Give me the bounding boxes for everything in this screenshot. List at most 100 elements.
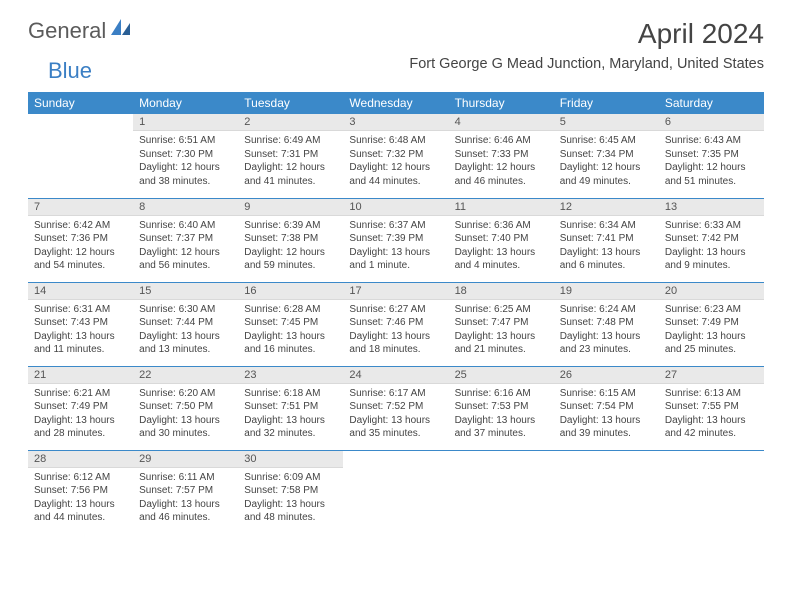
day-detail-line: Sunset: 7:46 PM: [349, 316, 442, 330]
day-detail-line: Sunset: 7:53 PM: [455, 400, 548, 414]
day-number: 30: [238, 451, 343, 468]
calendar-day-cell: 19Sunrise: 6:24 AMSunset: 7:48 PMDayligh…: [554, 282, 659, 366]
day-detail-line: and 35 minutes.: [349, 427, 442, 441]
day-detail-line: Sunset: 7:31 PM: [244, 148, 337, 162]
day-details: Sunrise: 6:24 AMSunset: 7:48 PMDaylight:…: [554, 300, 659, 361]
day-detail-line: Sunset: 7:57 PM: [139, 484, 232, 498]
day-detail-line: Sunrise: 6:39 AM: [244, 219, 337, 233]
day-detail-line: and 30 minutes.: [139, 427, 232, 441]
day-detail-line: Sunset: 7:36 PM: [34, 232, 127, 246]
day-detail-line: Sunset: 7:43 PM: [34, 316, 127, 330]
day-detail-line: Daylight: 12 hours: [560, 161, 653, 175]
day-detail-line: Sunrise: 6:31 AM: [34, 303, 127, 317]
day-detail-line: Daylight: 12 hours: [455, 161, 548, 175]
day-number: 9: [238, 199, 343, 216]
day-details: Sunrise: 6:25 AMSunset: 7:47 PMDaylight:…: [449, 300, 554, 361]
day-detail-line: Sunrise: 6:27 AM: [349, 303, 442, 317]
day-detail-line: Sunrise: 6:51 AM: [139, 134, 232, 148]
day-detail-line: Sunset: 7:50 PM: [139, 400, 232, 414]
calendar-day-cell: 9Sunrise: 6:39 AMSunset: 7:38 PMDaylight…: [238, 198, 343, 282]
day-detail-line: and 44 minutes.: [349, 175, 442, 189]
day-detail-line: Sunset: 7:55 PM: [665, 400, 758, 414]
day-detail-line: Sunrise: 6:12 AM: [34, 471, 127, 485]
calendar-day-cell: 7Sunrise: 6:42 AMSunset: 7:36 PMDaylight…: [28, 198, 133, 282]
day-number: 1: [133, 114, 238, 131]
day-detail-line: and 54 minutes.: [34, 259, 127, 273]
day-details: Sunrise: 6:13 AMSunset: 7:55 PMDaylight:…: [659, 384, 764, 445]
day-number: 25: [449, 367, 554, 384]
day-detail-line: Daylight: 13 hours: [139, 414, 232, 428]
day-detail-line: Sunset: 7:56 PM: [34, 484, 127, 498]
day-detail-line: Sunrise: 6:42 AM: [34, 219, 127, 233]
day-detail-line: Sunrise: 6:09 AM: [244, 471, 337, 485]
day-details: Sunrise: 6:34 AMSunset: 7:41 PMDaylight:…: [554, 216, 659, 277]
day-detail-line: Sunrise: 6:36 AM: [455, 219, 548, 233]
day-detail-line: and 42 minutes.: [665, 427, 758, 441]
day-number: 7: [28, 199, 133, 216]
day-detail-line: and 25 minutes.: [665, 343, 758, 357]
weekday-header: Friday: [554, 92, 659, 114]
day-detail-line: Daylight: 12 hours: [244, 161, 337, 175]
day-number: 8: [133, 199, 238, 216]
calendar-day-cell: 23Sunrise: 6:18 AMSunset: 7:51 PMDayligh…: [238, 366, 343, 450]
day-details: Sunrise: 6:28 AMSunset: 7:45 PMDaylight:…: [238, 300, 343, 361]
day-number: 11: [449, 199, 554, 216]
day-detail-line: Sunrise: 6:15 AM: [560, 387, 653, 401]
day-detail-line: and 32 minutes.: [244, 427, 337, 441]
day-detail-line: Sunset: 7:30 PM: [139, 148, 232, 162]
day-detail-line: Sunrise: 6:48 AM: [349, 134, 442, 148]
day-number: 12: [554, 199, 659, 216]
day-details: Sunrise: 6:09 AMSunset: 7:58 PMDaylight:…: [238, 468, 343, 529]
day-number: 10: [343, 199, 448, 216]
calendar-day-cell: 21Sunrise: 6:21 AMSunset: 7:49 PMDayligh…: [28, 366, 133, 450]
day-number: 3: [343, 114, 448, 131]
day-detail-line: Sunrise: 6:30 AM: [139, 303, 232, 317]
calendar-day-cell: 17Sunrise: 6:27 AMSunset: 7:46 PMDayligh…: [343, 282, 448, 366]
day-details: Sunrise: 6:30 AMSunset: 7:44 PMDaylight:…: [133, 300, 238, 361]
day-detail-line: and 38 minutes.: [139, 175, 232, 189]
day-number: 18: [449, 283, 554, 300]
day-detail-line: Daylight: 13 hours: [139, 498, 232, 512]
day-detail-line: Sunset: 7:34 PM: [560, 148, 653, 162]
calendar-day-cell: 24Sunrise: 6:17 AMSunset: 7:52 PMDayligh…: [343, 366, 448, 450]
day-detail-line: Sunrise: 6:45 AM: [560, 134, 653, 148]
day-detail-line: and 1 minute.: [349, 259, 442, 273]
day-detail-line: Sunset: 7:33 PM: [455, 148, 548, 162]
day-details: Sunrise: 6:46 AMSunset: 7:33 PMDaylight:…: [449, 131, 554, 192]
day-detail-line: Sunrise: 6:23 AM: [665, 303, 758, 317]
day-detail-line: and 16 minutes.: [244, 343, 337, 357]
calendar-day-cell: [659, 450, 764, 534]
day-number: 13: [659, 199, 764, 216]
day-detail-line: and 46 minutes.: [139, 511, 232, 525]
day-number: 4: [449, 114, 554, 131]
weekday-header: Thursday: [449, 92, 554, 114]
day-detail-line: and 37 minutes.: [455, 427, 548, 441]
day-number: 14: [28, 283, 133, 300]
day-detail-line: Sunset: 7:48 PM: [560, 316, 653, 330]
day-detail-line: Sunset: 7:42 PM: [665, 232, 758, 246]
day-detail-line: Sunrise: 6:25 AM: [455, 303, 548, 317]
day-detail-line: Sunset: 7:58 PM: [244, 484, 337, 498]
day-detail-line: Sunrise: 6:34 AM: [560, 219, 653, 233]
day-detail-line: Sunset: 7:40 PM: [455, 232, 548, 246]
day-detail-line: Daylight: 13 hours: [244, 498, 337, 512]
day-detail-line: Sunset: 7:35 PM: [665, 148, 758, 162]
day-details: Sunrise: 6:17 AMSunset: 7:52 PMDaylight:…: [343, 384, 448, 445]
calendar-day-cell: 13Sunrise: 6:33 AMSunset: 7:42 PMDayligh…: [659, 198, 764, 282]
day-details: Sunrise: 6:31 AMSunset: 7:43 PMDaylight:…: [28, 300, 133, 361]
day-detail-line: Daylight: 13 hours: [349, 246, 442, 260]
day-detail-line: Sunset: 7:38 PM: [244, 232, 337, 246]
day-details: Sunrise: 6:33 AMSunset: 7:42 PMDaylight:…: [659, 216, 764, 277]
day-detail-line: Sunrise: 6:43 AM: [665, 134, 758, 148]
calendar-day-cell: 16Sunrise: 6:28 AMSunset: 7:45 PMDayligh…: [238, 282, 343, 366]
day-details: Sunrise: 6:49 AMSunset: 7:31 PMDaylight:…: [238, 131, 343, 192]
calendar-week-row: 28Sunrise: 6:12 AMSunset: 7:56 PMDayligh…: [28, 450, 764, 534]
day-detail-line: and 39 minutes.: [560, 427, 653, 441]
calendar-day-cell: 27Sunrise: 6:13 AMSunset: 7:55 PMDayligh…: [659, 366, 764, 450]
day-detail-line: Daylight: 13 hours: [349, 330, 442, 344]
day-number: 24: [343, 367, 448, 384]
day-details: Sunrise: 6:21 AMSunset: 7:49 PMDaylight:…: [28, 384, 133, 445]
day-detail-line: Sunset: 7:47 PM: [455, 316, 548, 330]
day-detail-line: Sunset: 7:45 PM: [244, 316, 337, 330]
day-detail-line: Sunset: 7:49 PM: [665, 316, 758, 330]
